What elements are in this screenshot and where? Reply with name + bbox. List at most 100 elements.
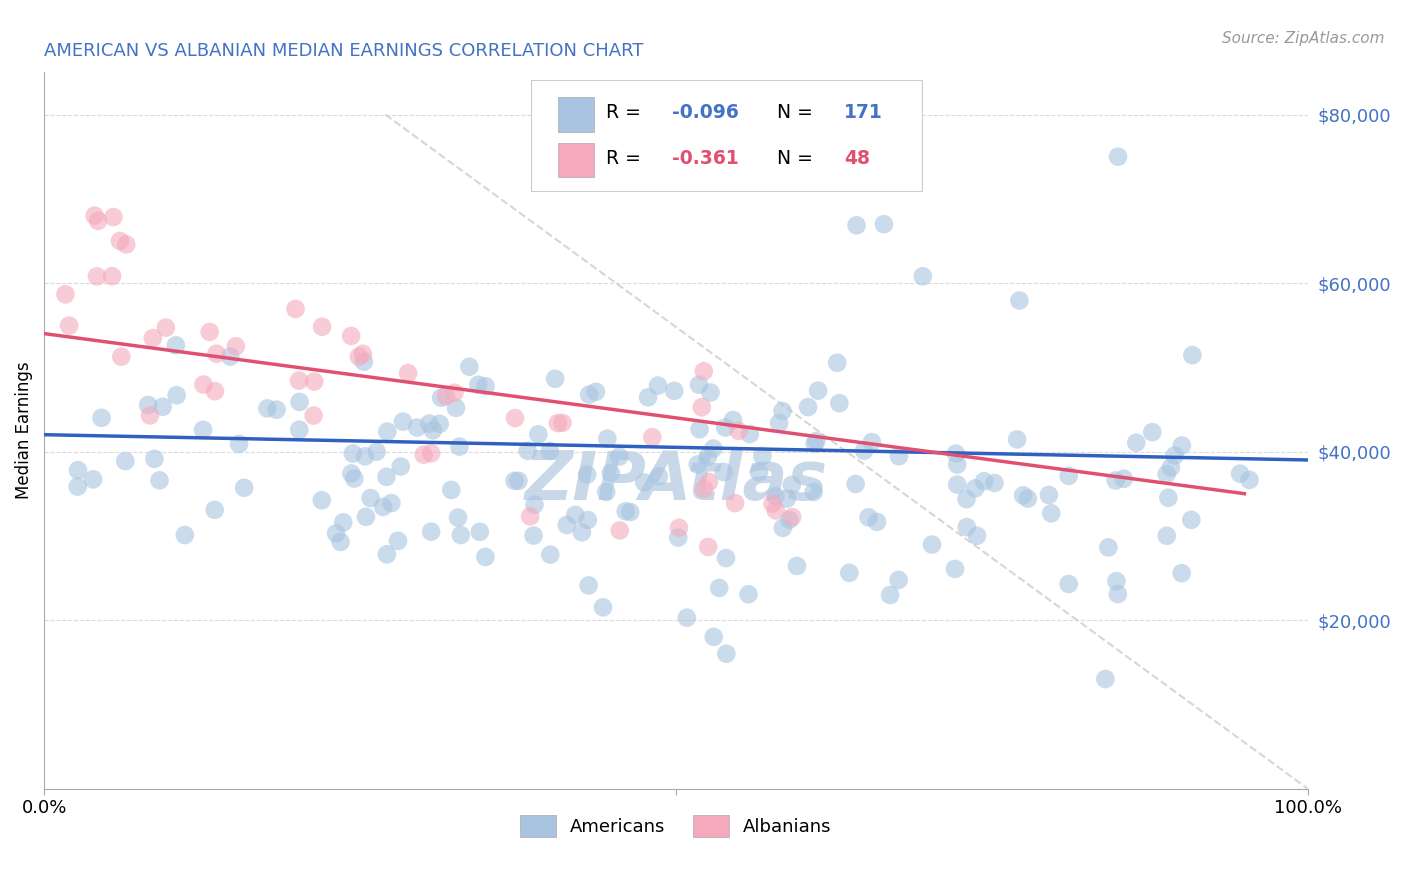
- Point: [702, 442, 724, 456]
- Point: [664, 384, 686, 398]
- Point: [688, 377, 710, 392]
- Point: [689, 422, 711, 436]
- Point: [516, 443, 538, 458]
- Point: [724, 496, 747, 510]
- Point: [329, 535, 352, 549]
- Point: [714, 420, 737, 434]
- Point: [86, 269, 108, 284]
- Point: [288, 423, 311, 437]
- Text: AMERICAN VS ALBANIAN MEDIAN EARNINGS CORRELATION CHART: AMERICAN VS ALBANIAN MEDIAN EARNINGS COR…: [44, 42, 644, 60]
- Point: [887, 573, 910, 587]
- Point: [1181, 348, 1204, 362]
- Point: [360, 491, 382, 505]
- Point: [983, 475, 1005, 490]
- Point: [693, 364, 716, 378]
- Point: [761, 497, 783, 511]
- Point: [503, 411, 526, 425]
- Point: [585, 384, 607, 399]
- FancyBboxPatch shape: [558, 97, 593, 131]
- Point: [136, 398, 159, 412]
- Point: [803, 437, 825, 451]
- Point: [699, 385, 721, 400]
- Point: [114, 454, 136, 468]
- Point: [776, 491, 799, 506]
- Point: [879, 588, 901, 602]
- Point: [714, 551, 737, 566]
- Point: [956, 520, 979, 534]
- Point: [449, 440, 471, 454]
- Point: [686, 458, 709, 472]
- Point: [503, 474, 526, 488]
- Point: [696, 450, 718, 464]
- Point: [555, 517, 578, 532]
- Point: [347, 350, 370, 364]
- Point: [943, 562, 966, 576]
- Point: [447, 510, 470, 524]
- Point: [420, 446, 443, 460]
- Point: [1107, 587, 1129, 601]
- Point: [389, 459, 412, 474]
- Point: [1170, 566, 1192, 581]
- Point: [302, 409, 325, 423]
- Point: [1008, 293, 1031, 308]
- Point: [595, 484, 617, 499]
- Point: [450, 528, 472, 542]
- Point: [599, 466, 621, 480]
- Point: [1105, 574, 1128, 589]
- Point: [396, 366, 419, 380]
- Point: [797, 400, 820, 414]
- Legend: Americans, Albanians: Americans, Albanians: [513, 807, 839, 844]
- Point: [648, 469, 671, 483]
- Point: [440, 483, 463, 497]
- Point: [430, 391, 453, 405]
- Point: [619, 505, 641, 519]
- Point: [768, 416, 790, 430]
- Point: [578, 387, 600, 401]
- Point: [578, 578, 600, 592]
- Text: 48: 48: [844, 149, 870, 168]
- Point: [1005, 433, 1028, 447]
- Point: [607, 450, 630, 464]
- Point: [354, 450, 377, 464]
- Point: [354, 509, 377, 524]
- Point: [352, 347, 374, 361]
- Point: [468, 524, 491, 539]
- Point: [547, 416, 569, 430]
- Point: [946, 477, 969, 491]
- Text: R =: R =: [606, 103, 647, 122]
- Point: [406, 420, 429, 434]
- Point: [340, 329, 363, 343]
- Point: [780, 510, 803, 524]
- Point: [519, 509, 541, 524]
- Point: [825, 356, 848, 370]
- Point: [538, 444, 561, 458]
- Point: [676, 610, 699, 624]
- Point: [641, 430, 664, 444]
- Point: [55, 287, 77, 301]
- Point: [887, 449, 910, 463]
- Point: [412, 448, 434, 462]
- Point: [311, 493, 333, 508]
- Point: [1057, 469, 1080, 483]
- Point: [392, 415, 415, 429]
- Point: [873, 217, 896, 231]
- Point: [198, 325, 221, 339]
- Point: [946, 458, 969, 472]
- Point: [780, 478, 803, 492]
- Point: [538, 548, 561, 562]
- Point: [614, 504, 637, 518]
- Point: [58, 318, 80, 333]
- Point: [90, 410, 112, 425]
- Point: [911, 269, 934, 284]
- Point: [1040, 506, 1063, 520]
- Point: [233, 481, 256, 495]
- Text: N =: N =: [778, 149, 818, 168]
- Point: [945, 446, 967, 460]
- Text: Source: ZipAtlas.com: Source: ZipAtlas.com: [1222, 31, 1385, 46]
- Point: [693, 482, 716, 496]
- Point: [1112, 472, 1135, 486]
- Text: -0.361: -0.361: [672, 149, 738, 168]
- Point: [375, 547, 398, 561]
- Point: [152, 400, 174, 414]
- Point: [1163, 449, 1185, 463]
